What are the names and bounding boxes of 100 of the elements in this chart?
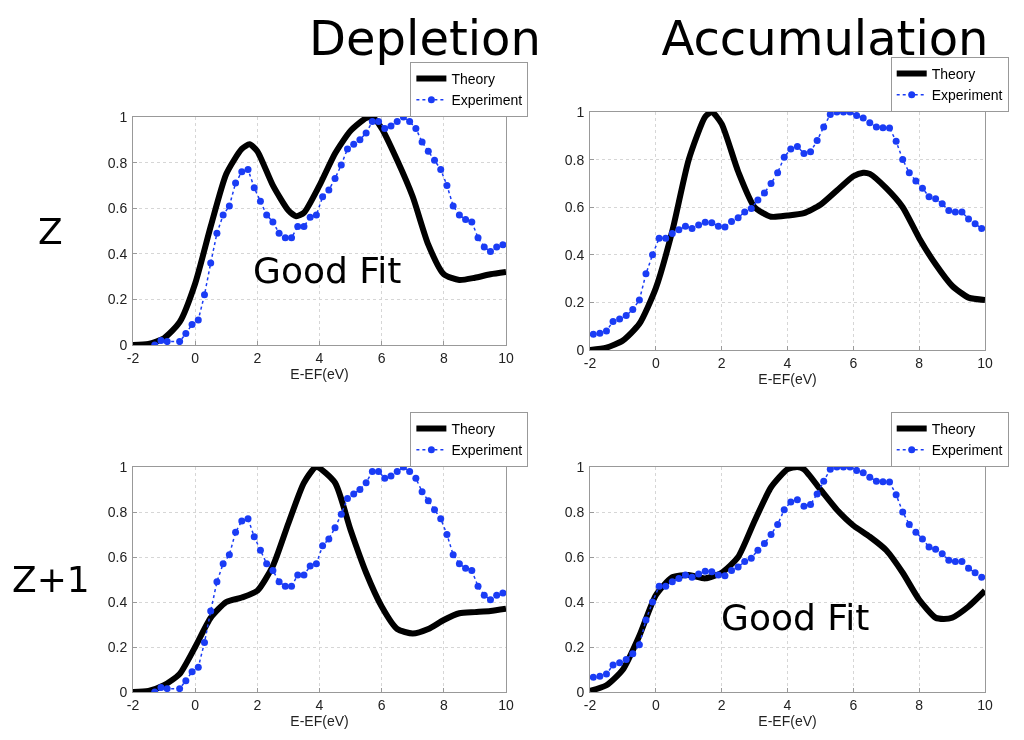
- point: [662, 582, 670, 590]
- point: [681, 571, 689, 579]
- point: [655, 582, 663, 590]
- point: [182, 330, 190, 338]
- point: [780, 153, 788, 161]
- point: [406, 468, 414, 475]
- x-tick-label: 2: [717, 696, 726, 713]
- point: [188, 320, 196, 328]
- point: [455, 560, 463, 568]
- point: [747, 204, 755, 212]
- point: [263, 560, 271, 568]
- y-tick-label: 1: [119, 458, 128, 475]
- x-tick-label: 4: [315, 349, 324, 366]
- point: [393, 468, 401, 475]
- legend-label: Experiment: [931, 442, 1003, 459]
- point: [157, 684, 165, 691]
- point: [281, 582, 289, 590]
- y-tick-label: 0.4: [107, 245, 128, 262]
- y-tick-label: 0.4: [564, 593, 585, 610]
- point: [350, 490, 358, 498]
- point: [350, 140, 358, 148]
- x-tick-label: 6: [849, 354, 858, 371]
- x-axis-title: E-EF(eV): [290, 365, 349, 382]
- point: [368, 468, 376, 475]
- point: [356, 486, 364, 493]
- point: [695, 570, 703, 578]
- x-tick-label: 0: [651, 354, 660, 371]
- y-tick-label: 0.8: [564, 151, 585, 168]
- point: [306, 562, 314, 570]
- point: [406, 118, 414, 126]
- point: [238, 168, 246, 176]
- y-tick-label: 0: [119, 683, 128, 700]
- point: [294, 571, 302, 579]
- point: [238, 517, 246, 525]
- point: [387, 122, 395, 130]
- point: [337, 510, 345, 518]
- point: [232, 179, 240, 187]
- point: [250, 184, 258, 192]
- point: [499, 589, 506, 597]
- point: [275, 229, 283, 237]
- point: [629, 306, 637, 314]
- point: [879, 124, 887, 132]
- point: [708, 219, 716, 227]
- point: [728, 567, 736, 574]
- point: [958, 208, 966, 216]
- x-tick-label: 2: [717, 354, 726, 371]
- x-tick-label: 8: [439, 696, 448, 713]
- point: [721, 223, 729, 231]
- x-tick-label: 8: [915, 696, 924, 713]
- point: [734, 214, 742, 222]
- point: [331, 175, 339, 183]
- point: [820, 477, 828, 485]
- point: [721, 572, 729, 580]
- point: [194, 316, 202, 324]
- y-tick-label: 0.8: [107, 503, 128, 520]
- point: [356, 136, 364, 144]
- y-tick-label: 0.6: [564, 548, 585, 565]
- annotation: Good Fit: [721, 597, 870, 638]
- point: [754, 196, 762, 204]
- point: [319, 542, 327, 550]
- x-tick-label: 4: [315, 696, 324, 713]
- point: [412, 474, 420, 482]
- legend-label: Theory: [451, 421, 495, 438]
- point: [269, 567, 277, 574]
- point: [793, 496, 801, 504]
- point: [649, 251, 657, 259]
- point: [708, 568, 716, 576]
- point: [387, 472, 395, 480]
- point: [938, 550, 946, 558]
- point: [325, 535, 333, 543]
- point: [760, 540, 768, 547]
- x-axis-title: E-EF(eV): [758, 370, 817, 387]
- y-tick-label: 1: [576, 458, 585, 475]
- point: [225, 202, 233, 210]
- point: [616, 315, 624, 323]
- point: [449, 551, 457, 559]
- point: [616, 659, 624, 667]
- point: [932, 545, 940, 553]
- point: [662, 234, 670, 242]
- x-axis-title: E-EF(eV): [758, 712, 817, 729]
- point: [668, 229, 676, 237]
- point: [213, 578, 221, 586]
- y-tick-label: 0.2: [107, 638, 128, 655]
- x-tick-label: 10: [498, 349, 514, 366]
- point: [319, 193, 327, 201]
- point: [774, 169, 782, 177]
- point: [912, 177, 920, 185]
- point: [642, 616, 650, 624]
- point: [480, 243, 488, 251]
- x-tick-label: 10: [498, 696, 514, 713]
- point: [774, 520, 782, 528]
- point: [978, 573, 985, 581]
- point: [714, 571, 722, 579]
- point: [337, 161, 345, 169]
- point: [462, 564, 470, 572]
- point: [362, 479, 370, 487]
- point: [918, 184, 926, 192]
- point: [232, 528, 240, 536]
- point: [668, 578, 676, 586]
- point: [728, 217, 736, 225]
